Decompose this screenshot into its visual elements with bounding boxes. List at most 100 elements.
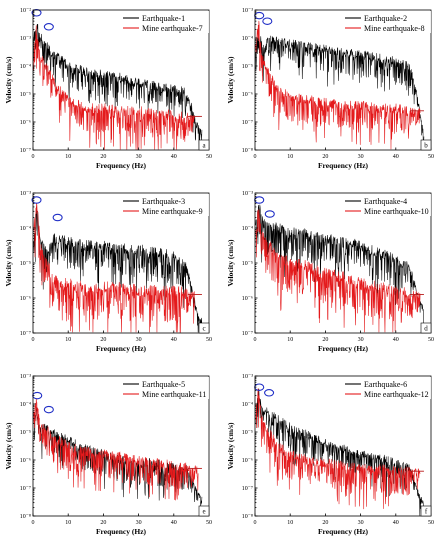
y-tick-label: 10⁻⁶ [20, 458, 31, 464]
peak-marker [43, 405, 54, 414]
y-tick-label: 10⁻³ [20, 36, 31, 42]
y-tick-label: 10⁻⁷ [242, 486, 253, 492]
y-tick-label: 10⁻⁴ [20, 226, 31, 232]
series-line-mine-earthquake [33, 25, 195, 150]
panel-label: e [202, 508, 205, 516]
peak-marker [262, 17, 273, 25]
chart-panel-c: 0 10 20 30 40 50 10⁻⁷ 10⁻⁶ 10⁻⁵ 10⁻⁴ 10⁻³ Frequency… [4, 191, 212, 353]
series-line-mine-earthquake [33, 398, 199, 501]
x-tick-label: 20 [322, 337, 328, 343]
y-tick-label: 10⁻⁵ [20, 92, 31, 98]
legend-label: Mine earthquake-10 [364, 207, 429, 216]
legend-label: Mine earthquake-9 [142, 207, 203, 216]
y-tick-label: 10⁻⁶ [20, 296, 31, 302]
y-tick-label: 10⁻⁷ [20, 331, 31, 337]
x-tick-label: 50 [206, 520, 212, 526]
y-axis-title: Velocity (cm/s) [226, 422, 235, 470]
series-line-earthquake [33, 24, 203, 150]
x-tick-label: 20 [322, 520, 328, 526]
y-tick-label: 10⁻⁶ [242, 92, 253, 98]
peak-marker [31, 196, 42, 204]
plot-frame [32, 375, 210, 517]
panel-label-box [420, 139, 432, 151]
legend-label: Mine earthquake-7 [142, 24, 203, 33]
x-tick-label: 30 [358, 337, 364, 343]
x-tick-label: 50 [206, 337, 212, 343]
series-line-mine-earthquake [255, 388, 421, 510]
panel-label: f [425, 508, 428, 516]
x-tick-label: 30 [358, 154, 364, 160]
y-tick-label: 10⁻⁷ [242, 120, 253, 126]
x-tick-label: 50 [206, 154, 212, 160]
y-tick-label: 10⁻⁴ [20, 402, 31, 408]
x-tick-label: 40 [171, 337, 177, 343]
x-tick-label: 40 [393, 520, 399, 526]
y-axis-title: Velocity (cm/s) [4, 239, 13, 287]
x-tick-label: 10 [65, 520, 71, 526]
peak-marker [254, 196, 265, 204]
x-tick-label: 10 [287, 154, 293, 160]
x-tick-label: 10 [287, 337, 293, 343]
y-axis-title: Velocity (cm/s) [4, 56, 13, 104]
y-tick-label: 10⁻⁴ [242, 226, 253, 232]
y-tick-label: 10⁻⁴ [20, 64, 31, 70]
x-tick-label: 30 [136, 337, 142, 343]
y-tick-label: 10⁻⁵ [20, 261, 31, 267]
chart-panel-a: 0 10 20 30 40 50 10⁻⁷ 10⁻⁶ 10⁻⁵ 10⁻⁴ 10⁻³ 10⁻² Frequ… [4, 8, 212, 170]
x-tick-label: 0 [254, 337, 257, 343]
y-tick-label: 10⁻⁶ [242, 458, 253, 464]
y-tick-label: 10⁻⁷ [242, 331, 253, 337]
chart-panel-b: 0 10 20 30 40 50 10⁻⁸ 10⁻⁷ 10⁻⁶ 10⁻⁵ 10⁻⁴ 10⁻³ Frequ… [226, 8, 434, 170]
panel-label: b [424, 142, 428, 150]
x-tick-label: 40 [393, 337, 399, 343]
x-tick-label: 0 [32, 337, 35, 343]
x-tick-label: 40 [171, 154, 177, 160]
x-tick-label: 30 [358, 520, 364, 526]
peak-marker [254, 11, 265, 20]
y-tick-label: 10⁻⁷ [20, 148, 31, 154]
panel-label: d [424, 325, 428, 333]
y-tick-label: 10⁻³ [242, 8, 253, 14]
y-tick-label: 10⁻⁶ [242, 296, 253, 302]
y-tick-label: 10⁻⁶ [20, 120, 31, 126]
legend-background [341, 377, 431, 399]
x-tick-label: 50 [428, 154, 434, 160]
y-tick-label: 10⁻³ [20, 191, 31, 197]
legend-label: Earthquake-5 [142, 380, 185, 389]
x-tick-label: 20 [100, 337, 106, 343]
panel-label: c [202, 325, 205, 333]
series-line-mine-earthquake [255, 20, 421, 150]
series-line-earthquake [33, 206, 203, 333]
x-axis-title: Frequency (Hz) [318, 344, 369, 353]
legend-label: Mine earthquake-8 [364, 24, 425, 33]
y-tick-label: 10⁻⁵ [20, 430, 31, 436]
panel-label-box [198, 505, 210, 517]
peak-marker [264, 389, 275, 397]
y-tick-label: 10⁻⁷ [20, 486, 31, 492]
legend-label: Mine earthquake-11 [142, 390, 206, 399]
x-tick-label: 50 [428, 337, 434, 343]
y-tick-label: 10⁻⁴ [242, 402, 253, 408]
y-tick-label: 10⁻⁴ [242, 36, 253, 42]
y-tick-label: 10⁻³ [20, 374, 31, 380]
x-tick-label: 20 [100, 520, 106, 526]
x-tick-label: 10 [65, 154, 71, 160]
y-axis-title: Velocity (cm/s) [226, 239, 235, 287]
legend-label: Earthquake-2 [364, 14, 407, 23]
peak-marker [43, 23, 54, 31]
panel-label-box [198, 139, 210, 151]
y-tick-label: 10⁻³ [242, 374, 253, 380]
y-tick-label: 10⁻⁸ [242, 514, 253, 520]
y-tick-label: 10⁻⁵ [242, 64, 253, 70]
series-line-mine-earthquake [33, 203, 195, 333]
y-axis-title: Velocity (cm/s) [4, 422, 13, 470]
legend-background [119, 377, 209, 399]
chart-panel-d: 0 10 20 30 40 50 10⁻⁷ 10⁻⁶ 10⁻⁵ 10⁻⁴ 10⁻³ Frequency… [226, 191, 434, 353]
x-axis-title: Frequency (Hz) [96, 344, 147, 353]
legend-background [341, 194, 431, 216]
x-tick-label: 40 [393, 154, 399, 160]
legend-background [119, 11, 209, 33]
chart-panel-f: 0 10 20 30 40 50 10⁻⁸ 10⁻⁷ 10⁻⁶ 10⁻⁵ 10⁻⁴ 10⁻³ Frequ… [226, 374, 434, 536]
chart-panel-e: 0 10 20 30 40 50 10⁻⁸ 10⁻⁷ 10⁻⁶ 10⁻⁵ 10⁻⁴ 10⁻³ Frequ… [4, 374, 212, 536]
